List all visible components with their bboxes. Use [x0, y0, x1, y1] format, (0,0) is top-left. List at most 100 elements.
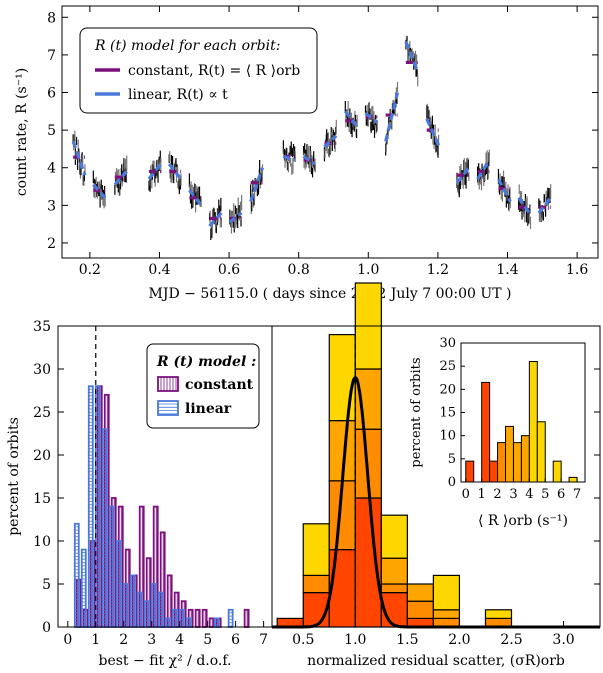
linear-model-line [425, 118, 441, 146]
legend-label: linear [185, 401, 232, 417]
linear-bar-hatch [228, 612, 233, 627]
x-tick-label: 0.5 [292, 632, 314, 648]
x-tick-label: 1 [91, 632, 100, 648]
linear-model-line [282, 154, 296, 162]
legend-swatch-hatch [158, 403, 178, 415]
y-axis-label: count rate, R (s⁻¹) [14, 68, 30, 196]
y-tick-label: 30 [33, 362, 51, 378]
linear-model-line [188, 189, 203, 207]
y-tick-label: 0 [42, 620, 51, 636]
linear-model-line [384, 92, 400, 142]
stacked-bar-segment [432, 574, 461, 611]
x-tick-label: 3 [147, 632, 156, 648]
x-axis-label: MJD − 56115.0 ( days since 2012 July 7 0… [149, 286, 512, 302]
linear-bar-hatch [214, 621, 219, 626]
legend-swatch [157, 376, 179, 392]
y-axis-label: percent of orbits [6, 417, 22, 536]
y-tick-label: 35 [33, 319, 51, 335]
stacked-bar-segment [302, 574, 330, 594]
x-axis-label: ⟨ R ⟩orb (s⁻¹) [478, 513, 568, 529]
linear-bar-hatch [172, 612, 177, 627]
linear-model-line [497, 178, 512, 203]
stacked-bar-segment [406, 583, 434, 602]
y-tick-label: 15 [439, 406, 456, 421]
x-tick-label: 3.0 [552, 632, 574, 648]
y-tick-label: 10 [33, 534, 51, 550]
legend-swatch [157, 400, 179, 416]
legend-label: linear, R(t) ∝ t [128, 87, 228, 103]
legend: R (t) model for each orbit: constant, R(t… [79, 27, 318, 114]
x-tick-label: 5 [541, 487, 549, 502]
linear-model-line [323, 134, 338, 149]
linear-model-line [517, 196, 532, 216]
linear-bar-hatch [179, 612, 184, 627]
legend-title: R (t) model for each orbit: [94, 38, 280, 54]
model-lines [71, 41, 552, 228]
linear-bar-hatch [158, 595, 163, 626]
plot-frame [271, 325, 601, 628]
linear-model-line [302, 155, 317, 166]
x-tick-label: 0 [63, 632, 72, 648]
inset-bar [497, 442, 507, 483]
y-tick-label: 5 [47, 123, 56, 139]
linear-model-line [476, 159, 491, 180]
linear-bar-hatch [165, 621, 170, 626]
linear-bar-hatch [151, 586, 156, 627]
inset-bar [568, 476, 578, 483]
linear-bar-hatch [109, 509, 114, 626]
x-tick-label: 1.0 [357, 262, 379, 278]
x-tick-label: 4 [175, 632, 184, 648]
legend-box [79, 27, 318, 114]
linear-bar-hatch [88, 388, 93, 628]
linear-model-line [249, 167, 264, 203]
inset-bar [465, 460, 475, 483]
x-tick-label: 0.2 [79, 262, 101, 278]
linear-bar-hatch [130, 578, 135, 625]
x-tick-label: 7 [573, 487, 581, 502]
stacked-bar-segment [328, 548, 356, 628]
constant-bar [208, 617, 215, 628]
inset-bar [536, 421, 546, 483]
x-tick-label: 1.0 [344, 632, 366, 648]
x-tick-label: 4 [525, 487, 533, 502]
x-tick-label: 2 [493, 487, 501, 502]
linear-model-line [537, 196, 552, 214]
linear-bar-hatch [137, 595, 142, 626]
linear-model-line [71, 140, 87, 176]
linear-model-line [147, 162, 163, 181]
y-tick-label: 4 [47, 161, 56, 177]
y-tick-label: 20 [33, 448, 51, 464]
constant-bar [201, 608, 208, 628]
x-tick-label: 3 [509, 487, 517, 502]
x-tick-label: 7 [259, 632, 268, 648]
stacked-bar-segment [406, 600, 434, 620]
y-tick-label: 2 [47, 236, 56, 252]
x-tick-label: 6 [231, 632, 240, 648]
light-curve-panel: 0.2 0.4 0.6 0.8 1.0 1.2 1.4 1.6 2 3 4 5 6 7 8 MJD − 561… [14, 5, 599, 302]
x-tick-label: 0.8 [288, 262, 310, 278]
y-tick-label: 3 [47, 198, 56, 214]
stacked-bar-segment [432, 609, 461, 619]
legend: R (t) model : constant linear [146, 343, 260, 429]
x-tick-label: 1.6 [566, 262, 588, 278]
y-tick-label: 5 [448, 452, 456, 467]
linear-model-line [208, 211, 223, 228]
linear-bar-hatch [144, 603, 149, 625]
x-tick-label: 2 [119, 632, 128, 648]
x-tick-label: 1.4 [496, 262, 518, 278]
inset-bar [505, 425, 514, 483]
inset-bar [552, 460, 562, 483]
stacked-bar-segment [328, 334, 356, 422]
linear-bar-hatch [116, 543, 121, 627]
y-tick-label: 8 [47, 10, 56, 26]
x-tick-label: 1.2 [427, 262, 449, 278]
x-tick-label: 1 [478, 487, 486, 502]
inset-bar [481, 381, 491, 483]
residual-scatter-histogram-panel: 0.5 1.0 1.5 2.0 2.5 3.0 normalized residual sc… [271, 282, 601, 669]
x-tick-label: 1.5 [396, 632, 418, 648]
inset-bar [520, 435, 530, 483]
legend-swatch-hatch [160, 377, 177, 391]
x-tick-label: 0 [462, 487, 470, 502]
linear-model-line [167, 162, 183, 181]
